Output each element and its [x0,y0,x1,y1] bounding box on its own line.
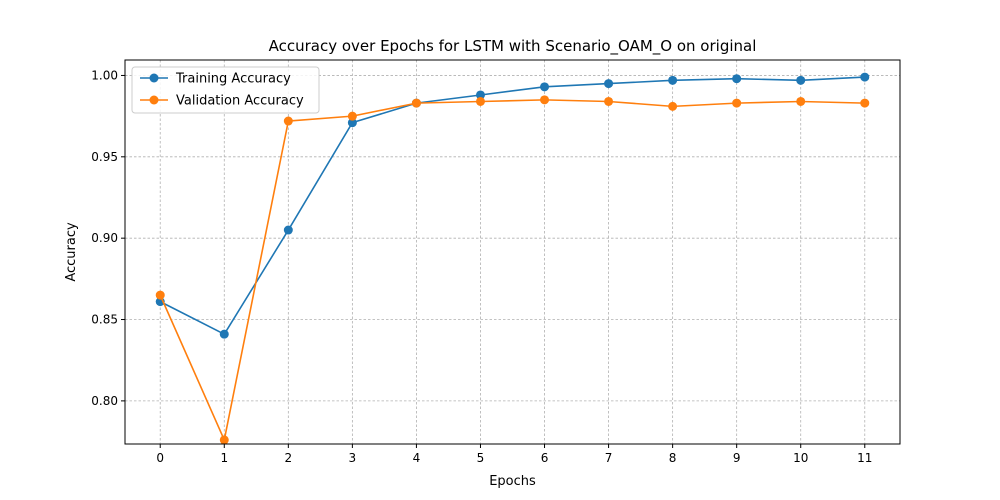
legend-marker-validation [149,95,159,105]
x-tick-label: 8 [669,451,677,465]
validation-accuracy-point [732,98,742,108]
validation-accuracy-point [540,95,550,105]
validation-accuracy-line [159,99,865,441]
y-tick-label: 0.80 [91,394,118,408]
x-tick-label: 10 [793,451,808,465]
training-accuracy-point [604,79,614,89]
training-accuracy-point [219,329,229,339]
x-tick-label: 7 [605,451,613,465]
training-accuracy-point [732,74,742,84]
validation-accuracy-point [283,116,293,126]
x-tick-label: 9 [733,451,741,465]
x-tick-label: 3 [349,451,357,465]
legend-box [131,66,320,114]
x-tick-label: 0 [156,451,164,465]
training-accuracy-point [283,225,293,235]
validation-accuracy-point [475,96,485,106]
y-tick-label: 0.85 [91,313,118,327]
training-accuracy-point [540,82,550,92]
x-tick-label: 1 [220,451,228,465]
training-accuracy-point [860,72,870,82]
chart-title: Accuracy over Epochs for LSTM with Scena… [269,37,757,56]
validation-accuracy-point [155,290,165,300]
y-axis-title: Accuracy [64,222,79,282]
legend-label-training: Training Accuracy [175,72,291,87]
x-axis-title: Epochs [489,474,536,489]
training-accuracy-point [475,90,485,100]
validation-accuracy-point [796,96,806,106]
training-accuracy-point [668,75,678,85]
x-tick-label: 5 [477,451,485,465]
x-tick-label: 4 [413,451,421,465]
y-tick-label: 1.00 [91,68,118,82]
training-accuracy-point [796,75,806,85]
validation-accuracy-point [604,96,614,106]
legend-marker-training [149,73,159,83]
legend-label-validation: Validation Accuracy [176,94,304,109]
training-accuracy-line [159,76,865,335]
ticks: 0 1 2 3 4 5 6 7 8 9 10 11 0.80 0.85 0.90 0.95 1.00 [91,68,872,465]
y-tick-label: 0.95 [91,150,118,164]
validation-accuracy-point [219,435,229,445]
x-tick-label: 6 [541,451,549,465]
series-layer [155,72,870,445]
x-tick-label: 2 [285,451,293,465]
validation-accuracy-point [347,111,357,121]
y-tick-label: 0.90 [91,231,118,245]
validation-accuracy-point [411,98,421,108]
validation-accuracy-point [860,98,870,108]
training-accuracy-point [347,118,357,128]
legend: Training Accuracy Validation Accuracy [131,66,320,114]
validation-accuracy-point [668,101,678,111]
plot-area-frame [124,59,901,445]
x-tick-label: 11 [857,451,872,465]
